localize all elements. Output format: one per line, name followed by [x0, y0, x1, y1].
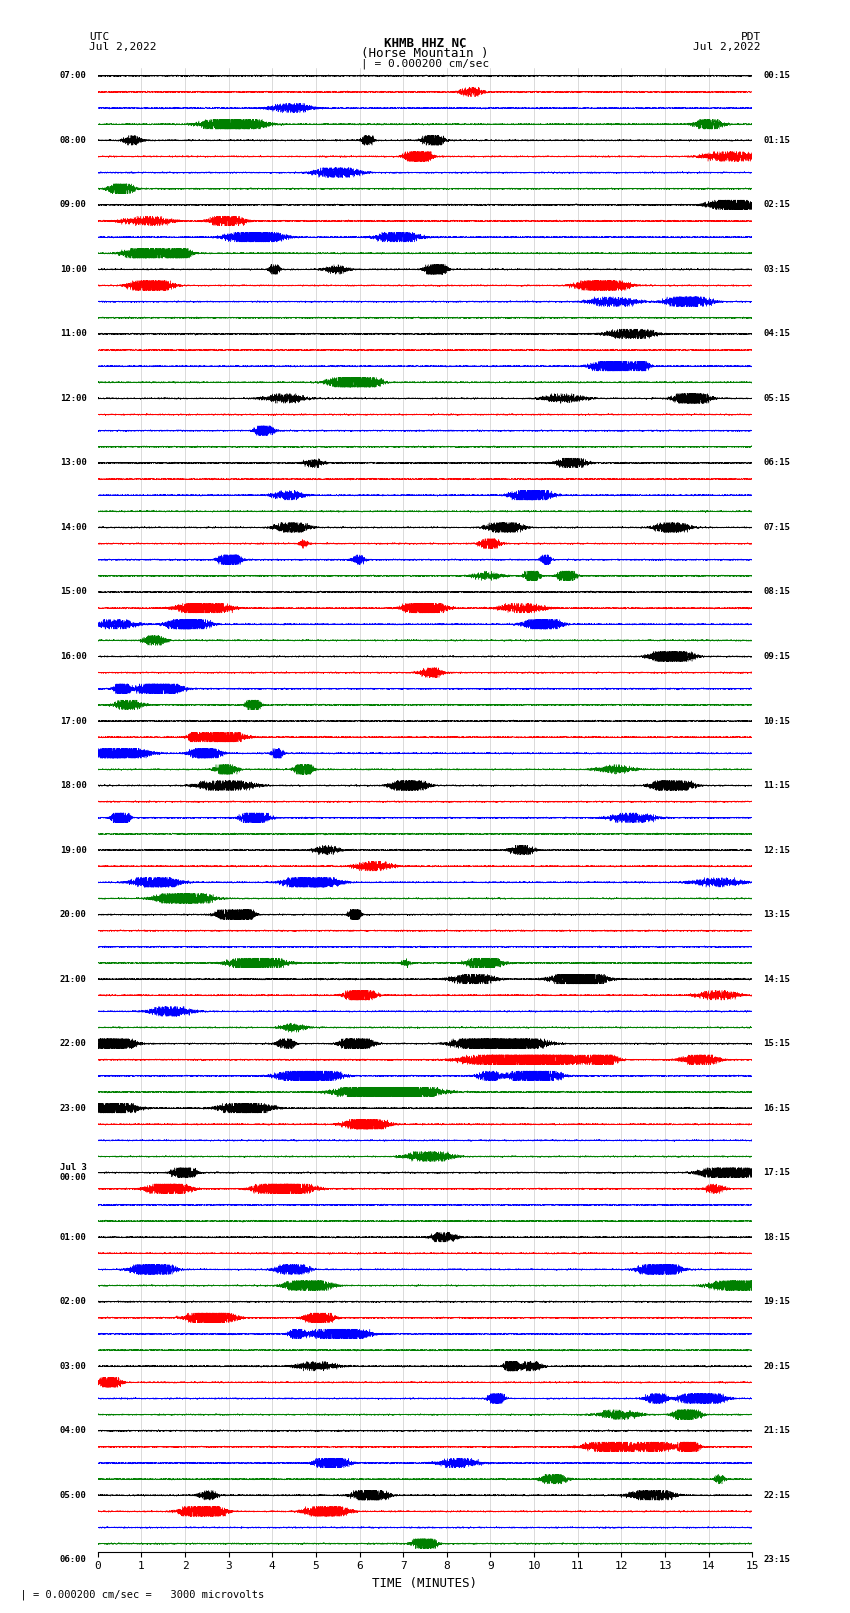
Text: 08:15: 08:15 — [763, 587, 790, 597]
Text: 03:00: 03:00 — [60, 1361, 87, 1371]
Text: 12:15: 12:15 — [763, 845, 790, 855]
Text: UTC: UTC — [89, 32, 110, 42]
Text: | = 0.000200 cm/sec =   3000 microvolts: | = 0.000200 cm/sec = 3000 microvolts — [8, 1589, 264, 1600]
Text: 17:15: 17:15 — [763, 1168, 790, 1177]
Text: KHMB HHZ NC: KHMB HHZ NC — [383, 37, 467, 50]
Text: PDT: PDT — [740, 32, 761, 42]
Text: 15:00: 15:00 — [60, 587, 87, 597]
Text: 00:15: 00:15 — [763, 71, 790, 81]
Text: 09:00: 09:00 — [60, 200, 87, 210]
Text: 21:00: 21:00 — [60, 974, 87, 984]
Text: 22:00: 22:00 — [60, 1039, 87, 1048]
Text: Jul 2,2022: Jul 2,2022 — [694, 42, 761, 52]
Text: 23:00: 23:00 — [60, 1103, 87, 1113]
Text: 19:15: 19:15 — [763, 1297, 790, 1307]
Text: 21:15: 21:15 — [763, 1426, 790, 1436]
Text: 19:00: 19:00 — [60, 845, 87, 855]
Text: 13:00: 13:00 — [60, 458, 87, 468]
Text: 02:00: 02:00 — [60, 1297, 87, 1307]
Text: 05:00: 05:00 — [60, 1490, 87, 1500]
Text: 23:15: 23:15 — [763, 1555, 790, 1565]
Text: 12:00: 12:00 — [60, 394, 87, 403]
Text: 10:00: 10:00 — [60, 265, 87, 274]
Text: 17:00: 17:00 — [60, 716, 87, 726]
Text: (Horse Mountain ): (Horse Mountain ) — [361, 47, 489, 60]
Text: 07:15: 07:15 — [763, 523, 790, 532]
Text: 14:15: 14:15 — [763, 974, 790, 984]
Text: 11:00: 11:00 — [60, 329, 87, 339]
Text: 01:00: 01:00 — [60, 1232, 87, 1242]
Text: 07:00: 07:00 — [60, 71, 87, 81]
Text: 22:15: 22:15 — [763, 1490, 790, 1500]
Text: Jul 2,2022: Jul 2,2022 — [89, 42, 156, 52]
Text: 13:15: 13:15 — [763, 910, 790, 919]
Text: 04:00: 04:00 — [60, 1426, 87, 1436]
Text: 15:15: 15:15 — [763, 1039, 790, 1048]
Text: 06:15: 06:15 — [763, 458, 790, 468]
Text: 09:15: 09:15 — [763, 652, 790, 661]
Text: 08:00: 08:00 — [60, 135, 87, 145]
Text: 11:15: 11:15 — [763, 781, 790, 790]
Text: 16:15: 16:15 — [763, 1103, 790, 1113]
Text: 10:15: 10:15 — [763, 716, 790, 726]
Text: 05:15: 05:15 — [763, 394, 790, 403]
Text: 06:00: 06:00 — [60, 1555, 87, 1565]
Text: 01:15: 01:15 — [763, 135, 790, 145]
Text: Jul 3
00:00: Jul 3 00:00 — [60, 1163, 87, 1182]
Text: 04:15: 04:15 — [763, 329, 790, 339]
Text: 14:00: 14:00 — [60, 523, 87, 532]
Text: 18:00: 18:00 — [60, 781, 87, 790]
X-axis label: TIME (MINUTES): TIME (MINUTES) — [372, 1578, 478, 1590]
Text: 18:15: 18:15 — [763, 1232, 790, 1242]
Text: 02:15: 02:15 — [763, 200, 790, 210]
Text: 20:15: 20:15 — [763, 1361, 790, 1371]
Text: | = 0.000200 cm/sec: | = 0.000200 cm/sec — [361, 58, 489, 69]
Text: 03:15: 03:15 — [763, 265, 790, 274]
Text: 20:00: 20:00 — [60, 910, 87, 919]
Text: 16:00: 16:00 — [60, 652, 87, 661]
